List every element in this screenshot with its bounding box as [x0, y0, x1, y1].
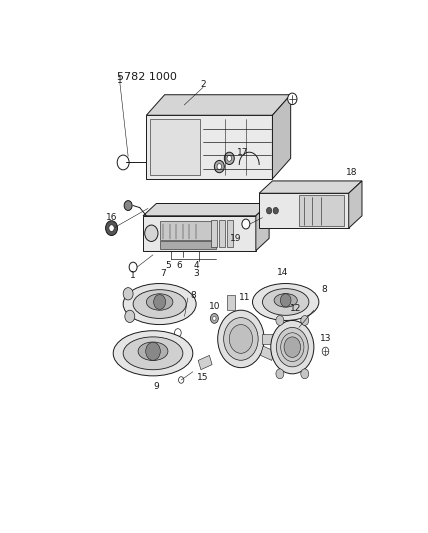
Text: 19: 19: [230, 234, 242, 243]
Ellipse shape: [133, 290, 186, 318]
Circle shape: [224, 318, 258, 360]
Ellipse shape: [281, 333, 304, 361]
Circle shape: [296, 324, 302, 332]
Circle shape: [154, 295, 166, 309]
Bar: [262, 334, 274, 344]
Text: 8: 8: [321, 285, 327, 294]
Ellipse shape: [229, 325, 253, 353]
Circle shape: [129, 262, 137, 272]
Circle shape: [273, 207, 278, 214]
Circle shape: [106, 221, 118, 236]
Circle shape: [276, 369, 284, 379]
Circle shape: [227, 156, 232, 161]
Text: 7: 7: [160, 269, 166, 278]
Bar: [259, 193, 349, 228]
Polygon shape: [146, 95, 291, 115]
Text: 3: 3: [193, 269, 199, 278]
Text: 15: 15: [197, 374, 208, 382]
Circle shape: [284, 337, 300, 358]
Circle shape: [301, 369, 309, 379]
Ellipse shape: [113, 330, 193, 376]
Text: 1: 1: [130, 271, 136, 280]
Text: 10: 10: [208, 302, 220, 311]
Ellipse shape: [146, 294, 173, 310]
Text: 5782 1000: 5782 1000: [116, 72, 176, 82]
Ellipse shape: [123, 284, 196, 325]
Circle shape: [175, 329, 181, 337]
Text: 16: 16: [106, 213, 117, 222]
Circle shape: [224, 152, 234, 165]
Polygon shape: [273, 95, 291, 179]
Text: 14: 14: [276, 268, 288, 277]
Bar: [143, 216, 256, 251]
Ellipse shape: [262, 289, 309, 316]
Circle shape: [145, 225, 158, 241]
Bar: [160, 241, 216, 248]
Ellipse shape: [253, 284, 319, 320]
Bar: [146, 115, 273, 179]
Text: 4: 4: [193, 261, 199, 270]
Text: 2: 2: [200, 80, 206, 89]
Polygon shape: [349, 181, 362, 228]
Circle shape: [288, 93, 297, 104]
Circle shape: [267, 207, 272, 214]
Circle shape: [125, 310, 135, 322]
Text: 12: 12: [290, 304, 301, 313]
Circle shape: [276, 327, 308, 367]
Bar: [300, 195, 344, 226]
Polygon shape: [256, 204, 269, 251]
Text: 11: 11: [238, 293, 250, 302]
Bar: [227, 295, 235, 310]
Bar: [160, 221, 216, 240]
Circle shape: [109, 225, 114, 231]
Circle shape: [146, 342, 160, 360]
Circle shape: [280, 294, 291, 307]
Bar: [198, 356, 212, 370]
Circle shape: [217, 164, 222, 169]
Circle shape: [213, 317, 216, 320]
Text: 17: 17: [237, 148, 248, 157]
Circle shape: [301, 316, 309, 326]
Circle shape: [276, 316, 284, 326]
Bar: [219, 220, 225, 247]
Text: 5: 5: [165, 261, 171, 270]
Ellipse shape: [138, 342, 168, 360]
Circle shape: [178, 377, 184, 383]
Polygon shape: [143, 204, 269, 216]
Text: 6: 6: [176, 261, 182, 270]
Circle shape: [271, 320, 314, 374]
Circle shape: [124, 200, 132, 211]
Ellipse shape: [274, 294, 297, 307]
Text: 1: 1: [117, 76, 123, 85]
Bar: [261, 346, 274, 360]
Polygon shape: [259, 181, 362, 193]
Circle shape: [123, 288, 133, 300]
Bar: [211, 220, 217, 247]
Circle shape: [211, 313, 218, 324]
Text: 13: 13: [320, 334, 331, 343]
Circle shape: [218, 310, 264, 368]
Circle shape: [242, 219, 250, 229]
Bar: [227, 220, 233, 247]
Text: 9: 9: [154, 382, 159, 391]
Text: 18: 18: [346, 168, 358, 177]
Circle shape: [214, 160, 224, 173]
Circle shape: [117, 155, 129, 170]
Bar: [150, 119, 200, 175]
Circle shape: [322, 347, 329, 356]
Text: 8: 8: [190, 292, 196, 300]
Ellipse shape: [123, 337, 183, 370]
